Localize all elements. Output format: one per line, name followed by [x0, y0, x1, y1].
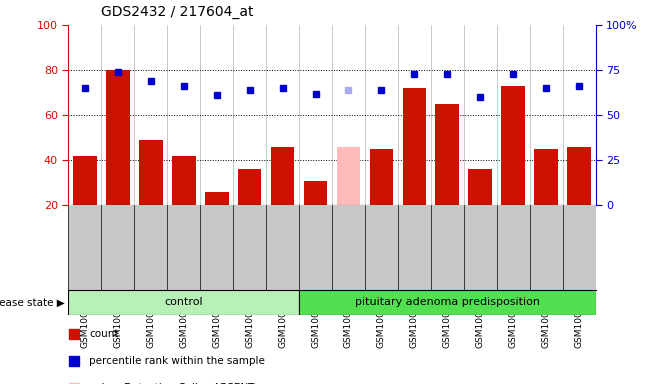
Text: value, Detection Call = ABSENT: value, Detection Call = ABSENT [89, 383, 255, 384]
Bar [436, 104, 459, 205]
Bar [73, 156, 97, 205]
Bar [68, 290, 299, 315]
Text: control: control [165, 297, 203, 308]
Text: percentile rank within the sample: percentile rank within the sample [89, 356, 266, 366]
Bar [238, 169, 262, 205]
Bar [299, 290, 596, 315]
Bar [337, 147, 361, 205]
Bar [139, 140, 163, 205]
Bar [205, 192, 229, 205]
Bar [501, 86, 525, 205]
Bar [303, 180, 327, 205]
Bar [370, 149, 393, 205]
Bar [172, 156, 195, 205]
Bar [534, 149, 558, 205]
Text: disease state ▶: disease state ▶ [0, 297, 65, 308]
Bar [567, 147, 591, 205]
Bar [106, 70, 130, 205]
Bar [469, 169, 492, 205]
Bar [402, 88, 426, 205]
Text: count: count [89, 329, 119, 339]
Bar [271, 147, 294, 205]
Text: GDS2432 / 217604_at: GDS2432 / 217604_at [101, 5, 253, 19]
Text: pituitary adenoma predisposition: pituitary adenoma predisposition [355, 297, 540, 308]
